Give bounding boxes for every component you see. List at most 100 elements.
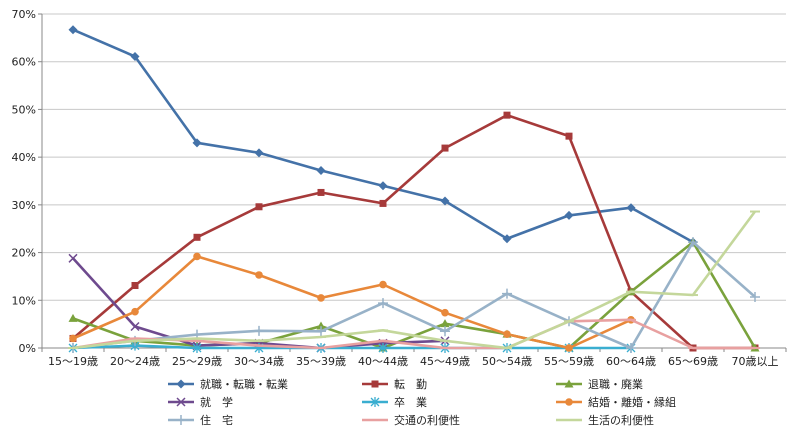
legend-swatch-marker [370,397,380,407]
legend-label: 就職・転職・転業 [200,377,288,391]
legend-label: 就 学 [200,395,233,409]
y-tick-label: 50% [12,103,36,116]
legend-label: 転 勤 [394,378,427,391]
y-tick-label: 40% [12,151,36,164]
x-tick-label: 55～59歳 [544,355,594,368]
x-axis-tick-labels: 15～19歳 20～24歳 25～29歳 30～34歳 35～39歳 40～44歳 45～4… [41,348,787,368]
y-axis-tick-labels: 0% 10% 20% 30% 40% 50% 60% 70% [12,8,42,355]
data-point [316,321,326,330]
data-point [378,298,388,309]
y-tick-label: 20% [12,247,36,260]
data-point [378,343,388,353]
data-point [193,252,201,261]
series-1 [68,25,698,247]
x-tick-label: 25～29歳 [172,355,222,368]
y-tick-label: 0% [19,342,36,355]
legend-entry: 就職・転職・転業 [168,377,288,391]
y-tick-label: 30% [12,199,36,212]
data-point [503,330,511,338]
legend-entry: 退職・廃業 [556,377,643,391]
data-point [69,334,77,343]
data-point [626,343,636,353]
data-point [440,319,450,328]
legend-entry: 交通の利便性 [362,413,460,427]
data-point [688,237,698,248]
legend-label: 退職・廃業 [588,377,643,391]
grid-lines [42,13,786,301]
legend-swatch-marker [176,415,186,425]
data-point [440,196,450,206]
data-point [255,271,263,279]
data-point [441,308,449,317]
series-6 [69,252,635,352]
series-8 [68,318,760,350]
data-point [68,313,78,322]
legend-entry: 卒 業 [362,395,427,409]
data-point [317,188,325,196]
legend-entry: 結婚・離婚・縁組 [556,395,676,409]
legend-swatch-marker [176,379,186,389]
data-point [317,294,325,302]
data-point [130,51,140,61]
data-point [255,203,263,211]
x-tick-label: 20～24歳 [110,355,160,368]
x-tick-label: 65～69歳 [668,355,718,368]
data-point [502,234,512,244]
data-point [379,199,387,207]
series-line [72,113,755,350]
series-line [72,255,632,350]
legend-label: 交通の利便性 [394,413,460,427]
x-tick-label: 15～19歳 [48,355,98,368]
legend-swatch-marker [565,398,573,406]
legend-entry: 生活の利便性 [556,413,654,427]
series-line [72,318,755,350]
x-tick-label: 35～39歳 [296,355,346,368]
legend: 就職・転職・転業 転 勤 退職・廃業就 学 卒 業 結婚・離婚・縁組住 宅 交通の利便性 生… [168,377,676,427]
data-point [68,253,78,263]
y-tick-label: 60% [12,56,36,69]
data-point [254,148,264,158]
data-point [564,210,574,220]
series-line [72,210,757,350]
data-point [68,25,78,35]
data-point [192,138,202,148]
x-tick-label: 40～44歳 [358,355,408,368]
legend-swatch-marker [564,379,574,388]
y-tick-label: 10% [12,294,36,307]
data-point [503,111,511,119]
legend-label: 卒 業 [394,395,427,409]
data-point [131,281,139,289]
data-point [193,233,201,241]
data-point [565,132,573,140]
series-line [72,240,756,350]
data-point [316,166,326,176]
x-tick-label: 30～34歳 [234,355,284,368]
data-point [316,326,326,337]
data-point [750,291,760,302]
series-group [68,25,760,353]
data-point [502,288,512,299]
series-line [72,344,631,350]
data-point [441,144,449,152]
data-point [130,321,140,332]
x-tick-label: 70歳以上 [732,355,779,368]
data-point [440,326,450,337]
data-point [626,203,636,213]
data-point [131,307,139,316]
legend-label: 結婚・離婚・縁組 [588,395,676,409]
x-tick-label: 50～54歳 [482,355,532,368]
legend-swatch-marker [176,397,186,407]
x-tick-label: 45～49歳 [420,355,470,368]
data-point [378,181,388,191]
legend-entry: 住 宅 [168,413,233,427]
data-point [565,344,573,352]
legend-label: 生活の利便性 [588,413,654,427]
x-tick-label: 60～64歳 [606,355,656,368]
y-tick-label: 70% [12,8,36,21]
legend-entry: 転 勤 [362,378,427,391]
data-point [192,343,202,353]
data-point [379,280,387,289]
data-point [254,325,264,336]
